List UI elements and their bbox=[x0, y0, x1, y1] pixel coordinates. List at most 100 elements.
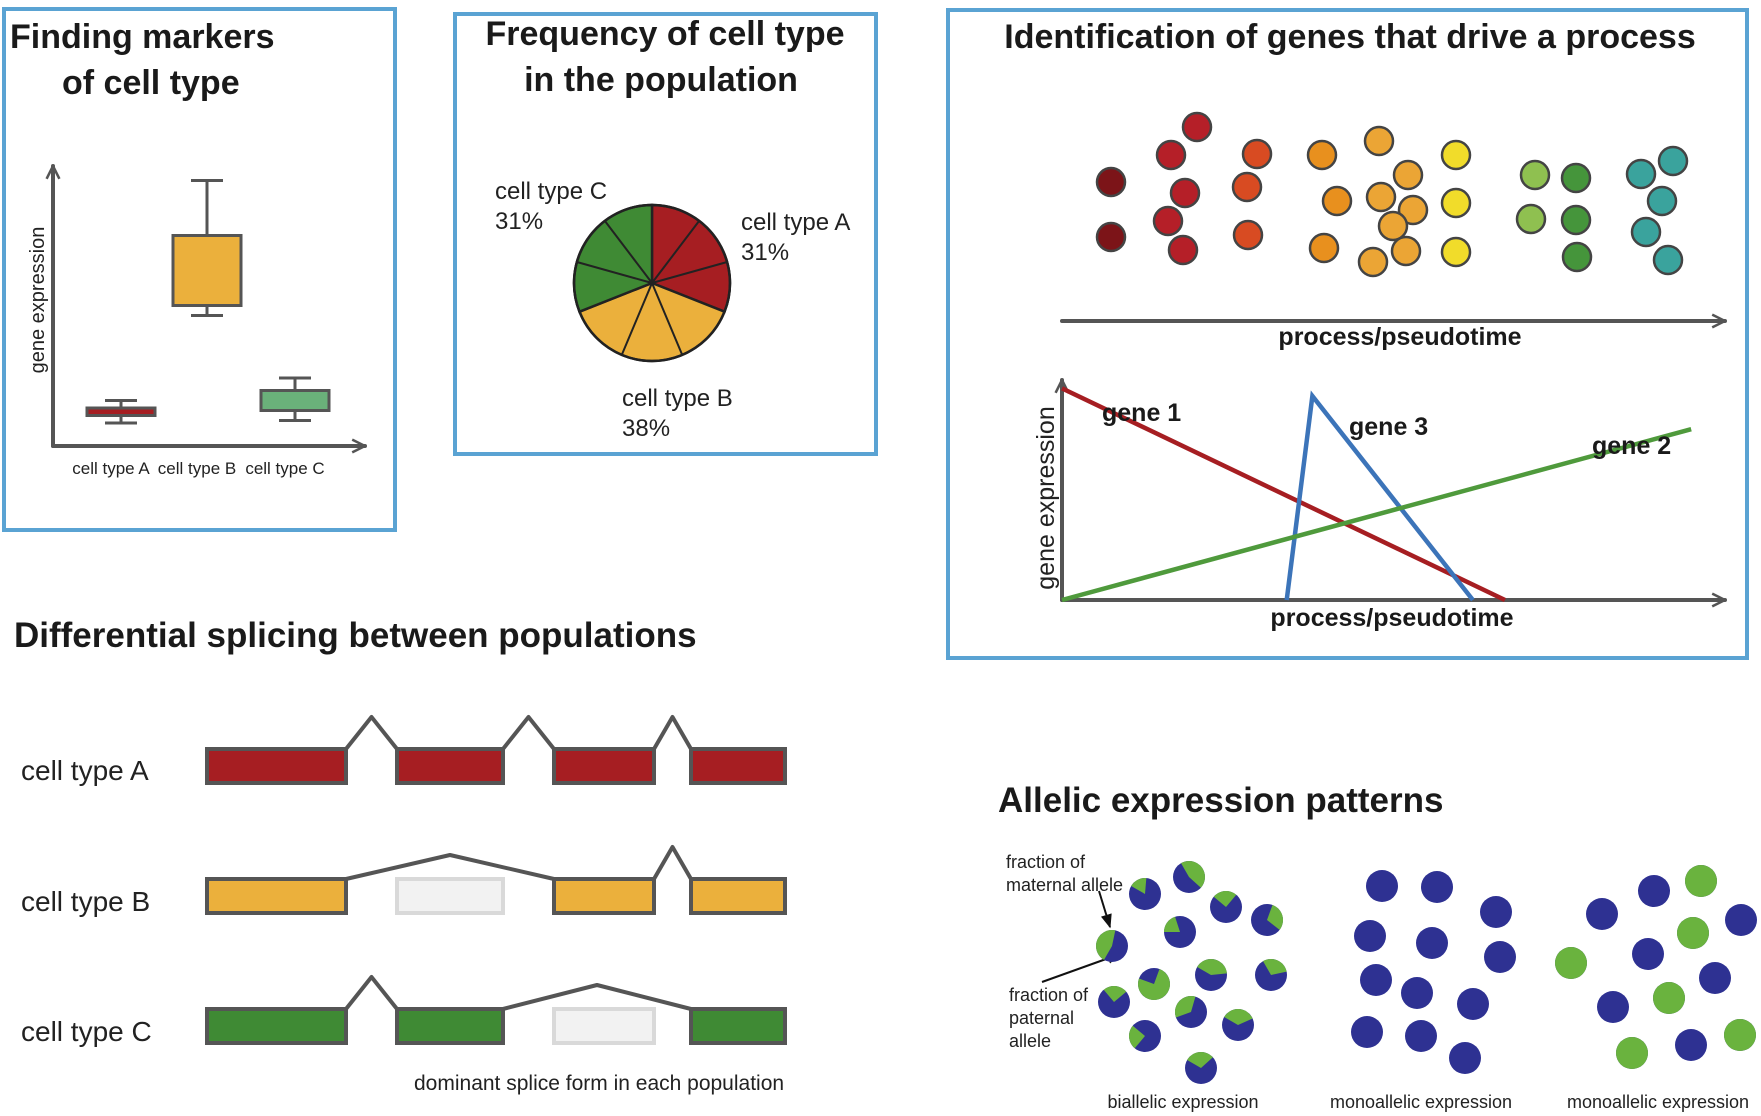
paternal-label-line2: paternal bbox=[1009, 1008, 1074, 1028]
cell-dot bbox=[1515, 203, 1547, 235]
markers-category-labels: cell type A cell type B cell type C bbox=[72, 459, 324, 478]
monoallelic-cell-2-maternal bbox=[1677, 917, 1709, 949]
exon-row-1-2 bbox=[395, 747, 505, 785]
cell-dot bbox=[1152, 205, 1184, 237]
paternal-label-line1: fraction of bbox=[1009, 985, 1089, 1005]
monoallelic-cell-1 bbox=[1457, 988, 1489, 1020]
monoallelic-cell-2 bbox=[1638, 875, 1670, 907]
pie-label-b-name: cell type B bbox=[622, 385, 733, 412]
paternal-label-line3: allele bbox=[1009, 1031, 1051, 1051]
biallelic-cell-maternal bbox=[1129, 1025, 1145, 1049]
cell-dot bbox=[1397, 194, 1429, 226]
cell-dot bbox=[1561, 241, 1593, 273]
cell-dot bbox=[1519, 159, 1551, 191]
biallelic-cell-maternal bbox=[1224, 1009, 1253, 1025]
process-bottom-xlabel: process/pseudotime bbox=[1270, 604, 1513, 632]
process-panel: Identification of genes that drive a pro… bbox=[946, 8, 1749, 660]
maternal-label-line2: maternal allele bbox=[1006, 875, 1123, 895]
cell-dot bbox=[1308, 232, 1340, 264]
splicing-title: Differential splicing between population… bbox=[14, 616, 697, 655]
exon-row-1-1 bbox=[205, 747, 348, 785]
cell-dot bbox=[1625, 158, 1657, 190]
monoallelic-cell-2-maternal bbox=[1685, 865, 1717, 897]
monoallelic-cell-2 bbox=[1675, 1029, 1707, 1061]
monoallelic-cell-1 bbox=[1401, 977, 1433, 1009]
intron-row-3 bbox=[502, 983, 692, 1011]
cell-type-c-axis-label: cell type C bbox=[245, 459, 324, 478]
cell-type-a-axis-label: cell type A bbox=[72, 459, 150, 478]
markers-title-line1: Finding markers bbox=[10, 18, 275, 56]
monoallelic-cell-2 bbox=[1586, 898, 1618, 930]
monoallelic-cell-2 bbox=[1632, 938, 1664, 970]
monoallelic-cell-1 bbox=[1405, 1020, 1437, 1052]
biallelic-cell-maternal bbox=[1267, 904, 1283, 930]
exon-row-3-2 bbox=[395, 1007, 505, 1045]
cell-dot bbox=[1357, 246, 1389, 278]
cell-dot bbox=[1652, 244, 1684, 276]
splicing-panel: Differential splicing between population… bbox=[14, 616, 787, 1095]
exon-row-2-4 bbox=[689, 877, 787, 915]
frequency-pie bbox=[572, 203, 732, 363]
cell-dot bbox=[1155, 139, 1187, 171]
biallelic-cell-maternal bbox=[1138, 968, 1170, 1000]
exon-row-2-3 bbox=[552, 877, 656, 915]
pie-label-c-pct: 31% bbox=[495, 208, 543, 235]
monoallelic-cell-1 bbox=[1449, 1042, 1481, 1074]
cell-type-b-subdivision bbox=[651, 282, 684, 356]
frequency-title-line1: Frequency of cell type bbox=[486, 15, 845, 53]
splicing-caption: dominant splice form in each population bbox=[414, 1072, 784, 1095]
intron-row-1 bbox=[344, 715, 399, 751]
cell-type-c-subdivision bbox=[576, 261, 653, 284]
process-top-xlabel: process/pseudotime bbox=[1278, 323, 1521, 351]
exon-row-1-3 bbox=[552, 747, 656, 785]
cell-dot bbox=[1630, 216, 1662, 248]
cell-dot bbox=[1363, 125, 1395, 157]
cell-dot bbox=[1095, 166, 1127, 198]
monoallelic-cell-2 bbox=[1699, 962, 1731, 994]
cell-dot bbox=[1440, 139, 1472, 171]
allelic-group-3-label: monoallelic expression bbox=[1567, 1092, 1749, 1112]
biallelic-cell-maternal bbox=[1213, 891, 1237, 907]
cell-dot bbox=[1365, 181, 1397, 213]
process-ylabel: gene expression bbox=[1032, 406, 1060, 589]
exon-row-3-3-skipped bbox=[552, 1007, 656, 1045]
monoallelic-cell-1 bbox=[1421, 871, 1453, 903]
monoallelic-cell-2-maternal bbox=[1616, 1037, 1648, 1069]
pie-outline bbox=[572, 203, 732, 363]
process-title: Identification of genes that drive a pro… bbox=[1004, 18, 1696, 56]
monoallelic-cell-1 bbox=[1360, 964, 1392, 996]
intron-row-1 bbox=[501, 715, 556, 751]
cell-dot bbox=[1646, 185, 1678, 217]
exon-row-3-1 bbox=[205, 1007, 348, 1045]
cell-dot bbox=[1657, 145, 1689, 177]
exon-row-2-1 bbox=[205, 877, 348, 915]
cell-type-b-subdivision bbox=[620, 282, 653, 356]
splicing-row-b-label: cell type B bbox=[21, 886, 150, 917]
gene-3-line bbox=[1284, 390, 1475, 602]
biallelic-cell-maternal bbox=[1103, 986, 1127, 1002]
cell-type-a-subdivision bbox=[651, 220, 700, 284]
gene-1-line bbox=[1061, 386, 1506, 603]
pie-label-b-pct: 38% bbox=[622, 415, 670, 442]
cell-dot bbox=[1392, 159, 1424, 191]
cell-dot bbox=[1560, 162, 1592, 194]
markers-panel-border bbox=[2, 7, 397, 532]
intron-row-2 bbox=[345, 853, 555, 881]
process-cell-dots bbox=[1095, 111, 1689, 278]
cell-dot bbox=[1321, 185, 1353, 217]
gene-2-line bbox=[1061, 426, 1692, 603]
markers-boxes bbox=[85, 179, 331, 425]
cell-type-a-subdivision bbox=[651, 261, 728, 284]
allele-dots bbox=[1096, 861, 1757, 1084]
frequency-panel-border bbox=[453, 12, 878, 456]
allelic-group-2-label: monoallelic expression bbox=[1330, 1092, 1512, 1112]
pie-label-a-name: cell type A bbox=[741, 209, 850, 236]
process-panel-border bbox=[946, 8, 1749, 660]
frequency-panel: Frequency of cell type in the population… bbox=[453, 12, 878, 456]
cell-type-b-box bbox=[171, 234, 243, 307]
monoallelic-cell-2-maternal bbox=[1653, 982, 1685, 1014]
cell-dot bbox=[1232, 219, 1264, 251]
biallelic-cell-maternal bbox=[1096, 930, 1116, 960]
gene-3-label: gene 3 bbox=[1349, 413, 1428, 441]
intron-row-1 bbox=[652, 715, 693, 751]
